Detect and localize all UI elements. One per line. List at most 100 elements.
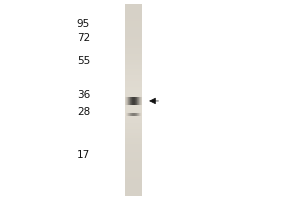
Bar — [125, 65, 142, 67]
Bar — [125, 48, 142, 50]
Bar — [125, 119, 142, 121]
Bar — [125, 117, 142, 119]
Bar — [125, 173, 142, 175]
Bar — [125, 109, 142, 112]
Text: 36: 36 — [77, 90, 90, 100]
Bar — [125, 179, 142, 181]
Bar — [125, 97, 126, 105]
Bar — [134, 97, 135, 105]
Bar — [125, 83, 142, 85]
Bar — [125, 171, 142, 173]
Bar — [125, 177, 142, 179]
Bar — [125, 175, 142, 177]
Bar — [137, 97, 138, 105]
Bar — [139, 113, 140, 116]
Bar — [125, 19, 142, 21]
Bar — [125, 84, 142, 87]
Bar — [136, 97, 137, 105]
Bar — [125, 102, 142, 104]
Bar — [125, 144, 142, 146]
Bar — [130, 113, 131, 116]
Bar — [125, 154, 142, 156]
Bar — [125, 31, 142, 33]
Bar — [125, 163, 142, 165]
Bar — [125, 11, 142, 14]
Bar — [127, 97, 128, 105]
Bar — [125, 15, 142, 17]
Bar — [141, 97, 142, 105]
Bar — [125, 184, 142, 186]
Bar — [125, 146, 142, 148]
Bar — [125, 25, 142, 27]
Bar — [125, 169, 142, 171]
Bar — [125, 106, 142, 108]
Bar — [125, 155, 142, 158]
Bar — [125, 190, 142, 192]
Bar — [134, 113, 135, 116]
Bar — [125, 140, 142, 142]
Bar — [133, 113, 134, 116]
Bar — [125, 186, 142, 188]
Bar — [125, 192, 142, 194]
Bar — [140, 113, 141, 116]
Bar — [136, 113, 137, 116]
Bar — [125, 75, 142, 77]
Bar — [125, 27, 142, 29]
Bar — [125, 125, 142, 127]
Bar — [125, 50, 142, 52]
Bar — [125, 10, 142, 12]
Bar — [126, 113, 127, 116]
Bar — [125, 44, 142, 46]
Bar — [125, 35, 142, 37]
Bar — [125, 123, 142, 125]
Bar — [138, 113, 139, 116]
Bar — [125, 61, 142, 64]
Bar — [125, 71, 142, 73]
Bar — [125, 96, 142, 98]
Bar — [125, 115, 142, 117]
Bar — [126, 97, 127, 105]
Bar — [125, 182, 142, 184]
Bar — [125, 38, 142, 40]
Bar — [125, 111, 142, 113]
Bar — [125, 77, 142, 79]
Bar — [125, 188, 142, 190]
Bar — [125, 13, 142, 16]
Bar — [125, 127, 142, 129]
Bar — [125, 113, 126, 116]
Bar — [132, 113, 133, 116]
Bar — [125, 152, 142, 154]
Bar — [125, 56, 142, 58]
Bar — [128, 113, 129, 116]
Bar — [125, 157, 142, 160]
Bar — [125, 73, 142, 75]
Bar — [125, 159, 142, 161]
Bar — [125, 113, 142, 115]
Bar — [125, 129, 142, 131]
Bar — [125, 23, 142, 25]
Text: 72: 72 — [77, 33, 90, 43]
Bar — [125, 33, 142, 35]
Text: 55: 55 — [77, 56, 90, 66]
Bar — [141, 113, 142, 116]
Bar — [125, 136, 142, 138]
Bar — [125, 86, 142, 88]
Bar — [125, 121, 142, 123]
Bar — [128, 97, 129, 105]
Bar — [125, 161, 142, 163]
Bar — [125, 81, 142, 83]
Bar — [125, 59, 142, 62]
Bar — [125, 94, 142, 96]
Bar — [125, 58, 142, 60]
Bar — [125, 67, 142, 69]
Bar — [137, 113, 138, 116]
Bar — [125, 29, 142, 31]
Bar — [125, 88, 142, 90]
Bar — [125, 138, 142, 140]
Bar — [125, 54, 142, 56]
Bar — [132, 97, 133, 105]
Bar — [125, 142, 142, 144]
Bar — [136, 113, 137, 116]
Bar — [129, 113, 130, 116]
Bar — [125, 132, 142, 135]
